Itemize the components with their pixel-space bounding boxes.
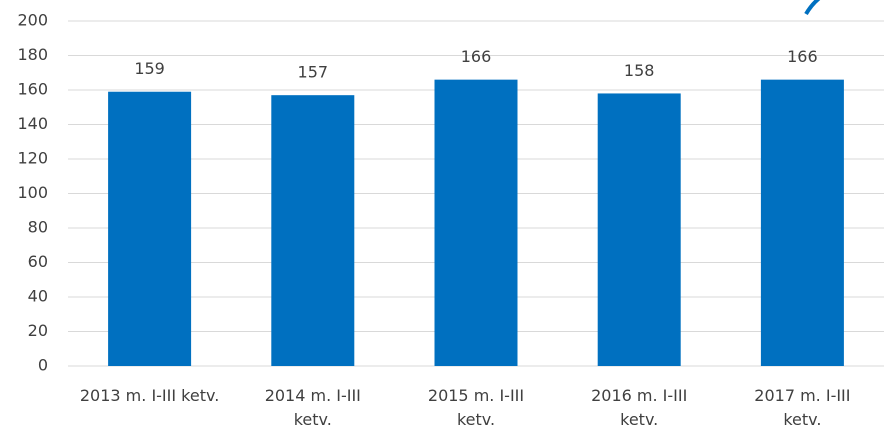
y-tick-label: 40 — [28, 287, 48, 306]
bar — [434, 79, 518, 367]
y-tick-label: 0 — [38, 356, 48, 375]
bar — [108, 91, 192, 366]
x-tick-label: 2016 m. I-III ketv. — [591, 386, 688, 429]
data-label: 157 — [298, 63, 329, 82]
data-label: 166 — [461, 47, 492, 66]
bar — [271, 95, 355, 367]
data-label: 166 — [787, 47, 818, 66]
y-tick-label: 60 — [28, 252, 48, 271]
bar — [760, 79, 844, 367]
y-tick-label: 80 — [28, 218, 48, 237]
x-tick-label: 2014 m. I-III ketv. — [264, 386, 361, 429]
y-tick-label: 180 — [17, 45, 48, 64]
y-tick-label: 120 — [17, 149, 48, 168]
data-label: 159 — [134, 59, 165, 78]
y-tick-label: 140 — [17, 114, 48, 133]
x-tick-label: 2015 m. I-III ketv. — [427, 386, 525, 429]
y-tick-label: 100 — [17, 183, 48, 202]
y-tick-label: 200 — [17, 11, 48, 30]
x-tick-label: 2013 m. I-III ketv. — [79, 386, 220, 405]
y-tick-label: 20 — [28, 321, 48, 340]
bar — [597, 93, 681, 366]
data-label: 158 — [624, 61, 655, 80]
logo-arc — [804, 0, 821, 16]
x-tick-label: 2017 m. I-III ketv. — [754, 386, 851, 429]
y-tick-label: 160 — [17, 80, 48, 99]
